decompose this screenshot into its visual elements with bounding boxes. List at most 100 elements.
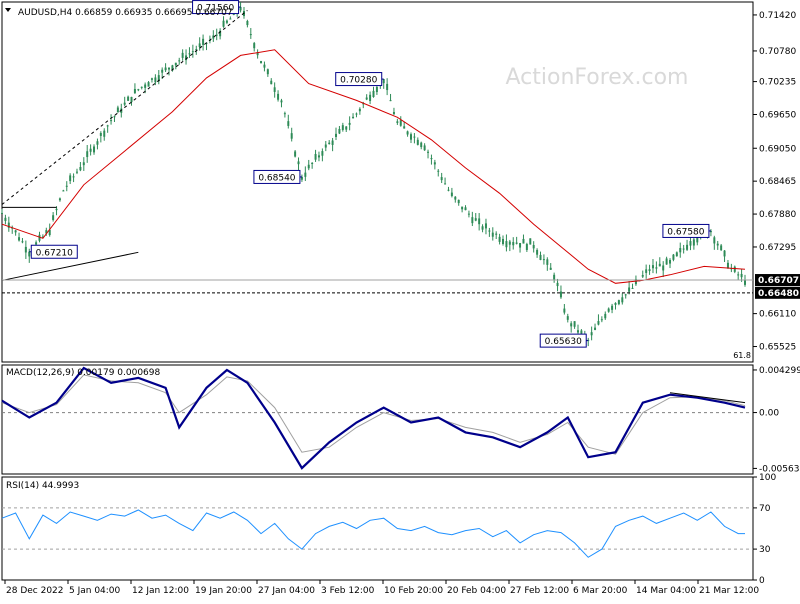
candle-body: [556, 282, 559, 287]
time-tick-label: 21 Mar 12:00: [699, 586, 759, 596]
candle-body: [689, 241, 692, 246]
candle-body: [392, 111, 395, 115]
candle-body: [38, 234, 41, 241]
time-tick-label: 14 Mar 04:00: [636, 586, 696, 596]
candle-body: [675, 252, 678, 257]
candle-body: [260, 61, 263, 64]
candle-body: [553, 274, 556, 280]
candle-body: [696, 237, 699, 243]
candle-body: [314, 153, 317, 160]
candle-body: [375, 86, 378, 93]
candle-body: [287, 121, 290, 126]
candle-body: [341, 125, 344, 130]
candle-body: [69, 175, 72, 182]
candle-body: [358, 108, 361, 112]
candle-body: [195, 49, 198, 51]
candle-body: [576, 330, 579, 333]
candle-body: [481, 226, 484, 230]
candle-body: [641, 274, 644, 277]
macd-line: [1, 366, 746, 470]
candle-body: [631, 287, 634, 289]
price-tick-label: 0.66110: [759, 310, 796, 320]
price-tick-label: 0.67880: [759, 210, 796, 220]
candle-body: [48, 229, 51, 236]
candle-body: [86, 151, 89, 158]
candle-body: [89, 148, 92, 152]
price-marker-box: [253, 169, 301, 184]
candle-body: [93, 146, 96, 153]
price-tick-label: 0.69050: [759, 144, 796, 154]
candle-body: [692, 239, 695, 246]
candle-body: [607, 308, 610, 312]
price-marker-label: 0.65630: [545, 337, 582, 347]
candle-body: [72, 176, 75, 178]
candle-body: [440, 177, 443, 181]
candle-body: [185, 55, 188, 61]
candle-body: [655, 267, 658, 269]
candle-body: [413, 136, 416, 138]
support-level-label: 0.66480: [758, 289, 799, 299]
price-marker-label: 0.68540: [258, 173, 295, 183]
candle-body: [573, 321, 576, 327]
candle-body: [662, 265, 665, 271]
candle-body: [321, 151, 324, 156]
candle-body: [546, 259, 549, 265]
price-marker-label: 0.71560: [197, 4, 234, 14]
candle-body: [600, 319, 603, 321]
candle-body: [617, 300, 620, 305]
candle-body: [450, 192, 453, 197]
time-tick-label: 19 Jan 20:00: [195, 586, 252, 596]
candle-body: [21, 241, 24, 243]
current-price-label-box: [755, 274, 800, 287]
candle-body: [75, 171, 78, 173]
candle-body: [461, 206, 464, 210]
candle-body: [171, 65, 174, 71]
candle-body: [399, 120, 402, 126]
candle-body: [464, 207, 467, 211]
candle-body: [365, 97, 368, 100]
candle-body: [324, 144, 327, 148]
macd-tick-label: -0.005636: [759, 464, 800, 474]
candle-body: [127, 96, 130, 101]
rsi-panel-frame: [1, 476, 754, 581]
candle-body: [522, 238, 525, 244]
candle-body: [290, 133, 293, 139]
candle-body: [178, 60, 181, 62]
candle-body: [505, 241, 508, 248]
candle-body: [328, 142, 331, 145]
candle-body: [58, 198, 61, 201]
dropdown-arrow-icon[interactable]: [5, 8, 11, 12]
candle-body: [202, 38, 205, 45]
time-tick-label: 27 Jan 04:00: [258, 586, 315, 596]
candle-body: [634, 279, 637, 285]
candle-body: [542, 259, 545, 261]
candle-body: [495, 233, 498, 235]
candle-body: [294, 151, 297, 157]
candle-body: [28, 251, 31, 257]
candle-body: [263, 64, 266, 68]
candle-body: [157, 75, 160, 82]
candle-body: [658, 263, 661, 267]
candle-body: [35, 242, 38, 245]
candle-body: [491, 232, 494, 237]
candle-body: [744, 279, 746, 285]
candle-body: [713, 237, 716, 244]
candle-body: [580, 330, 583, 334]
candles: [1, 2, 746, 347]
candle-body: [41, 236, 44, 238]
price-marker-label: 0.67210: [36, 248, 73, 258]
candle-body: [280, 100, 283, 103]
price-marker-box: [192, 0, 240, 15]
candle-body: [130, 96, 133, 103]
candle-body: [300, 176, 303, 180]
candle-body: [590, 332, 593, 336]
rsi-tick-label: 100: [759, 473, 776, 483]
candle-body: [249, 34, 252, 36]
candle-body: [570, 323, 573, 327]
candle-body: [62, 190, 65, 192]
candle-body: [212, 35, 215, 39]
candle-body: [317, 155, 320, 158]
candle-body: [447, 189, 450, 191]
candle-body: [181, 52, 184, 58]
